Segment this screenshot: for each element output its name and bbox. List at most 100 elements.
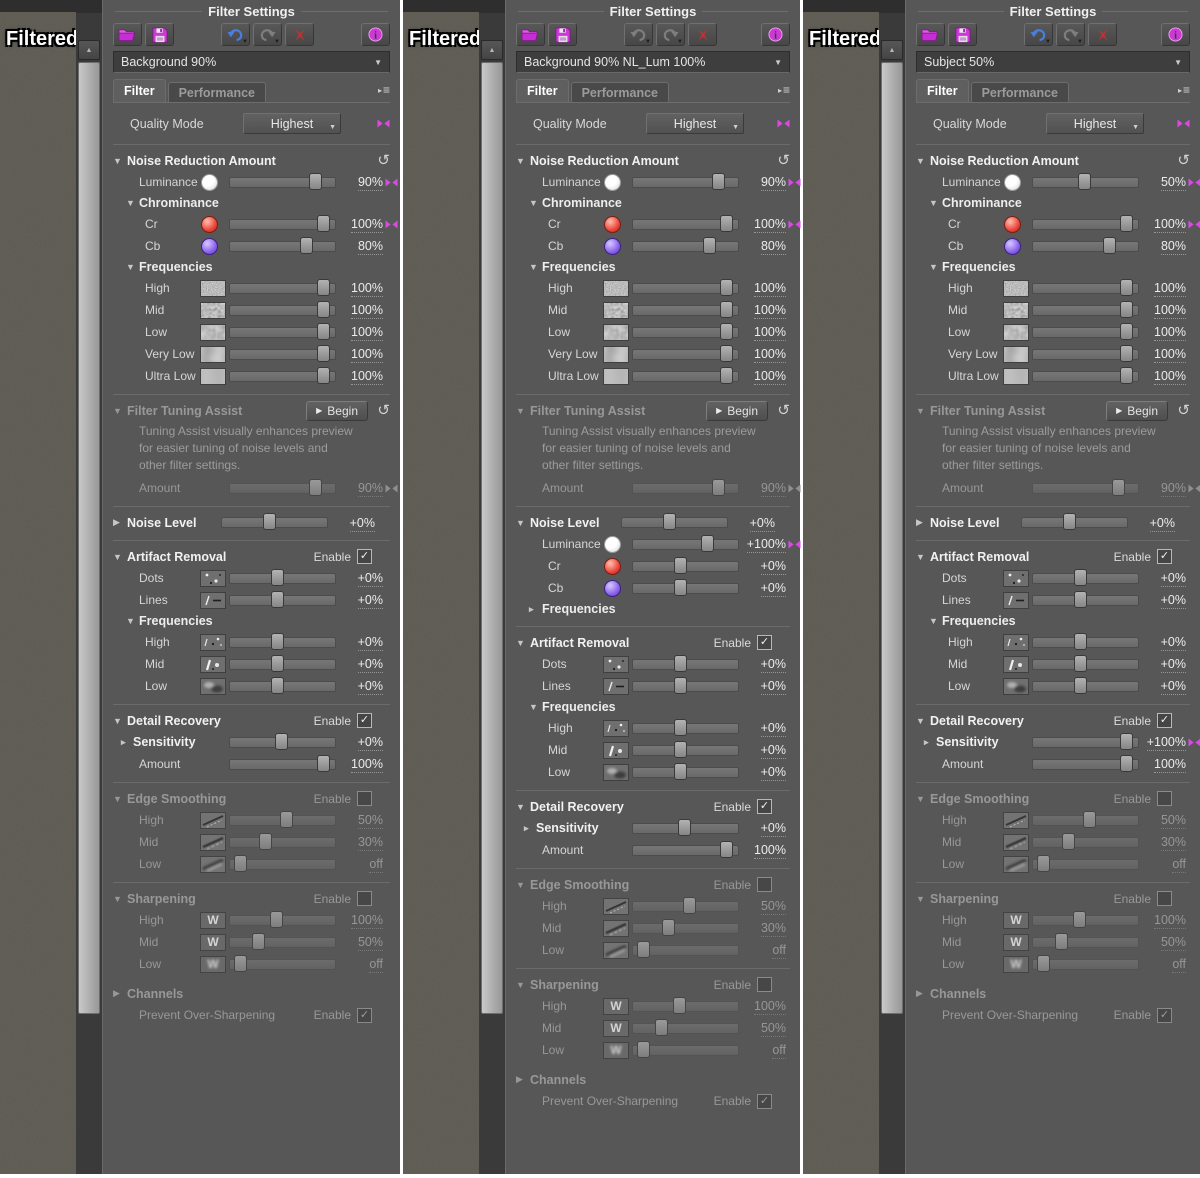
info-button[interactable]: i [361,23,390,46]
collapse-arrow-icon[interactable]: ▼ [929,616,938,626]
collapse-arrow-icon[interactable]: ▼ [916,893,925,904]
slider-thumb[interactable] [270,910,283,928]
slider-thumb[interactable] [252,932,265,950]
collapse-arrow-icon[interactable]: ▸ [524,822,529,833]
slider-track[interactable] [632,896,739,914]
slider-value[interactable]: 100% [351,325,383,341]
slider-track[interactable] [1032,654,1139,672]
slider-track[interactable] [1032,732,1139,750]
slider-track[interactable] [1021,513,1128,530]
info-button[interactable]: i [761,23,790,46]
collapse-arrow-icon[interactable]: ▼ [113,551,122,562]
slider-thumb[interactable] [720,344,733,362]
slider-track[interactable] [632,676,739,694]
begin-button[interactable]: ▶ Begin [306,400,368,421]
slider-track[interactable] [229,344,336,362]
slider-value[interactable]: 80% [760,239,786,255]
collapse-arrow-icon[interactable]: ▼ [916,155,925,166]
slider-value[interactable]: +0% [1149,515,1175,532]
slider-track[interactable] [1032,172,1139,190]
slider-track[interactable] [1032,632,1139,650]
save-preset-button[interactable] [548,23,577,46]
slider-value[interactable]: off [772,943,786,959]
slider-track[interactable] [229,300,336,318]
tab-filter[interactable]: Filter [516,79,569,102]
enable-checkbox[interactable]: ✓ [357,1007,372,1023]
section-header-artifact-removal[interactable]: ▼ Artifact Removal Enable ✓ [516,632,790,653]
slider-thumb[interactable] [1120,300,1133,318]
slider-value[interactable]: +0% [357,571,383,587]
slider-thumb[interactable] [1120,732,1133,750]
slider-value[interactable]: 50% [1160,813,1186,829]
slider-value[interactable]: 100% [754,281,786,297]
enable-checkbox[interactable]: ✓ [1157,1007,1172,1023]
info-button[interactable]: i [1161,23,1190,46]
slider-value[interactable]: 90% [760,481,786,497]
slider-track[interactable] [1032,910,1139,928]
slider-value[interactable]: +0% [357,735,383,751]
slider-track[interactable] [229,676,336,694]
slider-thumb[interactable] [271,632,284,650]
section-header-edge-smoothing[interactable]: ▼ Edge Smoothing Enable [916,788,1190,809]
slider-track[interactable] [229,654,336,672]
enable-checkbox[interactable]: ✓ [757,635,772,650]
slider-thumb[interactable] [317,322,330,340]
slider-thumb[interactable] [674,556,687,574]
collapse-arrow-icon[interactable]: ▼ [516,637,525,648]
slider-thumb[interactable] [1074,654,1087,672]
collapse-arrow-icon[interactable]: ▼ [113,893,122,904]
slider-value[interactable]: 100% [754,217,786,233]
slider-value[interactable]: 100% [754,999,786,1015]
slider-track[interactable] [632,1040,739,1058]
slider-track[interactable] [632,236,739,254]
slider-thumb[interactable] [720,214,733,232]
slider-track[interactable] [221,513,328,530]
slider-thumb[interactable] [309,478,322,496]
subsection-header-chrominance[interactable]: ▼ Chrominance [916,193,1190,213]
slider-track[interactable] [632,654,739,672]
slider-thumb[interactable] [1074,568,1087,586]
slider-thumb[interactable] [1074,590,1087,608]
slider-thumb[interactable] [271,654,284,672]
slider-value[interactable]: +0% [357,679,383,695]
slider-value[interactable]: +0% [760,721,786,737]
slider-track[interactable] [1032,754,1139,772]
slider-track[interactable] [1032,366,1139,384]
collapse-arrow-icon[interactable]: ▼ [126,616,135,626]
slider-track[interactable] [632,478,739,496]
collapse-arrow-icon[interactable]: ▼ [126,262,135,272]
collapse-arrow-icon[interactable]: ▼ [113,405,122,416]
slider-value[interactable]: 100% [1154,303,1186,319]
slider-value[interactable]: 90% [357,481,383,497]
slider-thumb[interactable] [720,300,733,318]
slider-track[interactable] [632,996,739,1014]
slider-thumb[interactable] [317,366,330,384]
slider-track[interactable] [1032,676,1139,694]
slider-thumb[interactable] [1120,278,1133,296]
subsection-header-frequencies[interactable]: ▸ Frequencies [516,599,790,619]
open-preset-button[interactable] [916,23,945,46]
collapse-arrow-icon[interactable]: ▼ [113,155,122,166]
slider-thumb[interactable] [263,513,276,530]
slider-value[interactable]: 50% [357,813,383,829]
tabs-menu-icon[interactable]: ▸ ≡ [378,83,390,102]
slider-track[interactable] [632,344,739,362]
slider-value[interactable]: off [1172,957,1186,973]
collapse-arrow-icon[interactable]: ▸ [121,736,126,747]
undo-button[interactable]: ▼ [221,23,250,46]
subsection-header-frequencies[interactable]: ▼ Frequencies [516,257,790,277]
enable-checkbox[interactable] [757,977,772,992]
slider-thumb[interactable] [674,654,687,672]
enable-checkbox[interactable]: ✓ [1157,549,1172,564]
slider-value[interactable]: +0% [760,765,786,781]
section-header-filter-tuning-assist[interactable]: ▼ Filter Tuning Assist ▶ Begin ↺ [113,400,390,421]
enable-checkbox[interactable] [1157,791,1172,806]
slider-track[interactable] [229,590,336,608]
bowtie-variable-icon[interactable] [1188,738,1200,747]
collapse-arrow-icon[interactable]: ▼ [916,715,925,726]
slider-value[interactable]: 100% [351,913,383,929]
slider-track[interactable] [632,818,739,836]
slider-thumb[interactable] [674,676,687,694]
slider-track[interactable] [632,840,739,858]
enable-checkbox[interactable]: ✓ [757,1093,772,1109]
